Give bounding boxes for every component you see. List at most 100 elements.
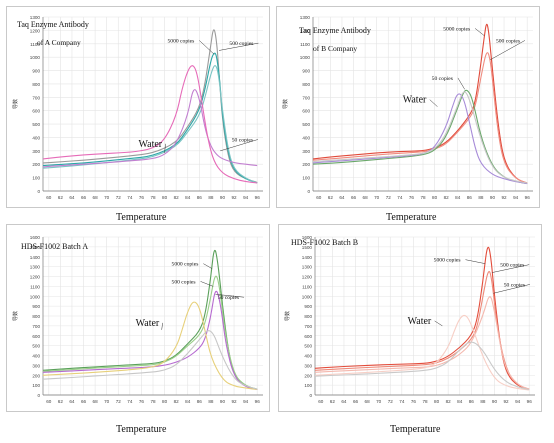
series-line	[42, 301, 258, 391]
x-tick-label: 88	[478, 195, 484, 200]
x-tick-label: 70	[104, 195, 110, 200]
annotation-arrow	[203, 263, 213, 269]
annotation-copies: 500 copies	[500, 263, 524, 269]
chart-title: Taq Enzyme Antibody	[17, 20, 89, 29]
x-tick-label: 74	[397, 195, 403, 200]
y-tick-label: 1100	[302, 284, 312, 289]
y-tick-label: 500	[302, 122, 310, 127]
annotation-arrow	[429, 99, 438, 107]
y-tick-label: 900	[302, 69, 310, 74]
x-axis-label: Temperature	[390, 424, 441, 435]
x-tick-label: 86	[467, 195, 473, 200]
annotation-arrow	[493, 284, 530, 294]
annotation-water: Water	[408, 316, 432, 327]
y-tick-label: 500	[32, 122, 40, 127]
x-tick-label: 90	[220, 195, 226, 200]
y-tick-label: 500	[32, 344, 40, 349]
series-line	[42, 29, 258, 183]
x-tick-label: 62	[328, 195, 334, 200]
x-tick-label: 68	[365, 399, 371, 404]
x-axis-label: Temperature	[386, 212, 437, 223]
x-tick-label: 60	[46, 195, 52, 200]
x-tick-label: 96	[525, 195, 531, 200]
series-line	[314, 341, 530, 391]
annotation-arrow	[164, 143, 166, 153]
y-tick-label: 800	[304, 314, 312, 319]
y-tick-label: 0	[309, 393, 312, 398]
x-axis-label: Temperature	[116, 212, 167, 223]
y-tick-label: 100	[32, 383, 40, 388]
x-tick-label: 66	[81, 399, 87, 404]
x-tick-label: 88	[480, 399, 486, 404]
y-tick-label: 300	[32, 363, 40, 368]
x-tick-label: 96	[527, 399, 533, 404]
y-tick-label: 600	[32, 334, 40, 339]
x-tick-label: 76	[139, 399, 145, 404]
x-tick-label: 94	[513, 195, 519, 200]
y-tick-label: 0	[307, 189, 310, 194]
x-tick-label: 84	[185, 399, 191, 404]
chart-panel-batch-b: 0 100 200 300 400 500 600 700 800 900 1000 1100 1200…	[278, 224, 542, 412]
x-tick-label: 92	[501, 195, 507, 200]
y-tick-label: 1200	[302, 275, 313, 280]
y-tick-label: 200	[304, 373, 312, 378]
x-tick-label: 72	[386, 195, 392, 200]
annotation-copies: 5000 copies	[172, 262, 199, 268]
y-tick-label: 200	[32, 373, 40, 378]
y-tick-label: 100	[304, 383, 312, 388]
x-tick-label: 74	[127, 195, 133, 200]
y-tick-label: 1400	[30, 255, 41, 260]
series-line	[314, 314, 530, 391]
chart-subtitle: of A Company	[37, 38, 81, 47]
x-tick-label: 78	[422, 399, 428, 404]
y-tick-label: 600	[304, 334, 312, 339]
y-tick-label: 700	[304, 324, 312, 329]
y-tick-label: 900	[304, 304, 312, 309]
x-tick-label: 64	[339, 195, 345, 200]
series-line	[312, 52, 528, 184]
x-tick-label: 84	[457, 399, 463, 404]
annotation-copies: 5000 copies	[443, 26, 470, 32]
y-tick-label: 200	[32, 162, 40, 167]
y-tick-label: 100	[32, 176, 40, 181]
chart-svg-a-company: 0 100 200 300 400 500 600 700 800 900 1000 1100 1200…	[12, 15, 263, 200]
series-line	[314, 296, 530, 390]
y-tick-label: 300	[302, 149, 310, 154]
x-tick-label: 64	[341, 399, 347, 404]
chart-svg-batch-a: 0 100 200 300 400 500 600 700 800 900 1000 1100 1200…	[12, 235, 263, 404]
x-tick-label: 82	[444, 195, 450, 200]
y-tick-label: 500	[304, 344, 312, 349]
y-tick-label: 300	[32, 149, 40, 154]
x-tick-label: 80	[432, 195, 438, 200]
y-tick-label: 1000	[302, 294, 313, 299]
y-tick-label: 1100	[30, 284, 40, 289]
y-tick-label: 1100	[30, 42, 40, 47]
x-tick-label: 78	[420, 195, 426, 200]
series-line	[42, 290, 258, 391]
chart-panel-b-company: 0 100 200 300 400 500 600 700 800 900 1000 1100 1200…	[276, 6, 540, 208]
chart-svg-b-company: 0 100 200 300 400 500 600 700 800 900 1000 1100 1200…	[282, 15, 533, 200]
x-tick-label: 90	[490, 195, 496, 200]
annotation-copies: 50 copies	[232, 137, 253, 143]
series-line	[312, 91, 528, 184]
y-tick-label: 1300	[30, 265, 41, 270]
y-tick-label: 800	[32, 82, 40, 87]
annotation-copies: 5000 copies	[167, 38, 194, 44]
y-tick-label: 1300	[302, 265, 313, 270]
x-tick-label: 74	[399, 399, 405, 404]
x-tick-label: 66	[81, 195, 87, 200]
x-tick-label: 60	[46, 399, 52, 404]
y-tick-label: 800	[302, 82, 310, 87]
x-axis-label: Temperature	[116, 424, 167, 435]
annotation-arrow	[490, 40, 526, 61]
annotation-arrow	[474, 28, 485, 36]
x-tick-label: 60	[318, 399, 324, 404]
x-tick-label: 82	[174, 195, 180, 200]
x-tick-label: 88	[208, 399, 214, 404]
x-tick-label: 64	[69, 399, 75, 404]
y-tick-label: 700	[302, 95, 310, 100]
x-tick-label: 84	[455, 195, 461, 200]
x-tick-label: 76	[139, 195, 145, 200]
chart-panel-batch-a: 0 100 200 300 400 500 600 700 800 900 1000 1100 1200…	[6, 224, 270, 412]
x-tick-label: 68	[93, 399, 99, 404]
